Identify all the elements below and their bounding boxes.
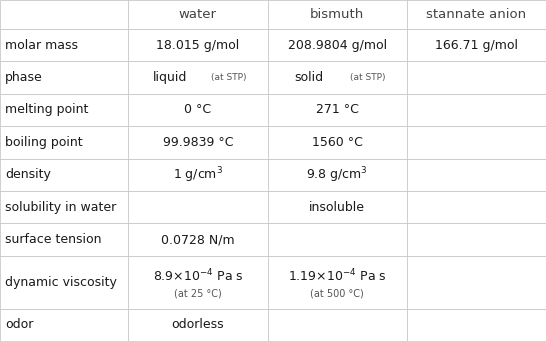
Bar	[128, 223, 268, 256]
Bar	[407, 256, 546, 309]
Bar	[0, 191, 128, 223]
Text: 8.9$\times$10$^{-4}$ Pa s: 8.9$\times$10$^{-4}$ Pa s	[152, 268, 244, 284]
Bar	[128, 61, 268, 94]
Text: boiling point: boiling point	[5, 136, 82, 149]
Bar	[268, 256, 407, 309]
Bar	[0, 159, 128, 191]
Text: 0 °C: 0 °C	[185, 103, 211, 117]
Bar	[407, 223, 546, 256]
Bar	[128, 94, 268, 126]
Bar	[268, 61, 407, 94]
Text: solid: solid	[295, 71, 324, 84]
Text: 1 g/cm$^3$: 1 g/cm$^3$	[173, 165, 223, 184]
Bar	[407, 159, 546, 191]
Text: 18.015 g/mol: 18.015 g/mol	[156, 39, 240, 52]
Text: molar mass: molar mass	[5, 39, 78, 52]
Text: 166.71 g/mol: 166.71 g/mol	[435, 39, 518, 52]
Text: odorless: odorless	[171, 318, 224, 331]
Bar	[0, 256, 128, 309]
Bar	[268, 0, 407, 29]
Text: stannate anion: stannate anion	[426, 8, 526, 21]
Text: dynamic viscosity: dynamic viscosity	[5, 276, 117, 289]
Bar	[128, 0, 268, 29]
Text: 1560 °C: 1560 °C	[312, 136, 363, 149]
Text: (at 500 °C): (at 500 °C)	[310, 289, 364, 299]
Bar	[407, 191, 546, 223]
Text: odor: odor	[5, 318, 33, 331]
Text: 208.9804 g/mol: 208.9804 g/mol	[288, 39, 387, 52]
Text: insoluble: insoluble	[309, 201, 365, 214]
Text: phase: phase	[5, 71, 43, 84]
Bar	[407, 309, 546, 341]
Bar	[0, 223, 128, 256]
Bar	[407, 126, 546, 159]
Bar	[268, 159, 407, 191]
Bar	[407, 61, 546, 94]
Text: density: density	[5, 168, 51, 181]
Bar	[268, 309, 407, 341]
Bar	[407, 94, 546, 126]
Bar	[407, 0, 546, 29]
Bar	[128, 159, 268, 191]
Bar	[0, 94, 128, 126]
Text: (at STP): (at STP)	[211, 73, 246, 82]
Bar	[268, 223, 407, 256]
Bar	[268, 126, 407, 159]
Text: bismuth: bismuth	[310, 8, 364, 21]
Text: 1.19$\times$10$^{-4}$ Pa s: 1.19$\times$10$^{-4}$ Pa s	[288, 268, 387, 284]
Text: 99.9839 °C: 99.9839 °C	[163, 136, 233, 149]
Bar	[128, 309, 268, 341]
Bar	[0, 309, 128, 341]
Text: surface tension: surface tension	[5, 233, 102, 246]
Bar	[268, 29, 407, 61]
Bar	[128, 29, 268, 61]
Text: solubility in water: solubility in water	[5, 201, 116, 214]
Text: (at 25 °C): (at 25 °C)	[174, 289, 222, 299]
Text: liquid: liquid	[153, 71, 187, 84]
Text: water: water	[179, 8, 217, 21]
Text: (at STP): (at STP)	[350, 73, 385, 82]
Bar	[0, 29, 128, 61]
Text: melting point: melting point	[5, 103, 88, 117]
Bar	[128, 191, 268, 223]
Bar	[407, 29, 546, 61]
Bar	[0, 61, 128, 94]
Bar	[128, 256, 268, 309]
Bar	[268, 191, 407, 223]
Bar	[0, 126, 128, 159]
Bar	[128, 126, 268, 159]
Text: 0.0728 N/m: 0.0728 N/m	[161, 233, 235, 246]
Bar	[0, 0, 128, 29]
Text: 271 °C: 271 °C	[316, 103, 359, 117]
Text: 9.8 g/cm$^3$: 9.8 g/cm$^3$	[306, 165, 368, 184]
Bar	[268, 94, 407, 126]
